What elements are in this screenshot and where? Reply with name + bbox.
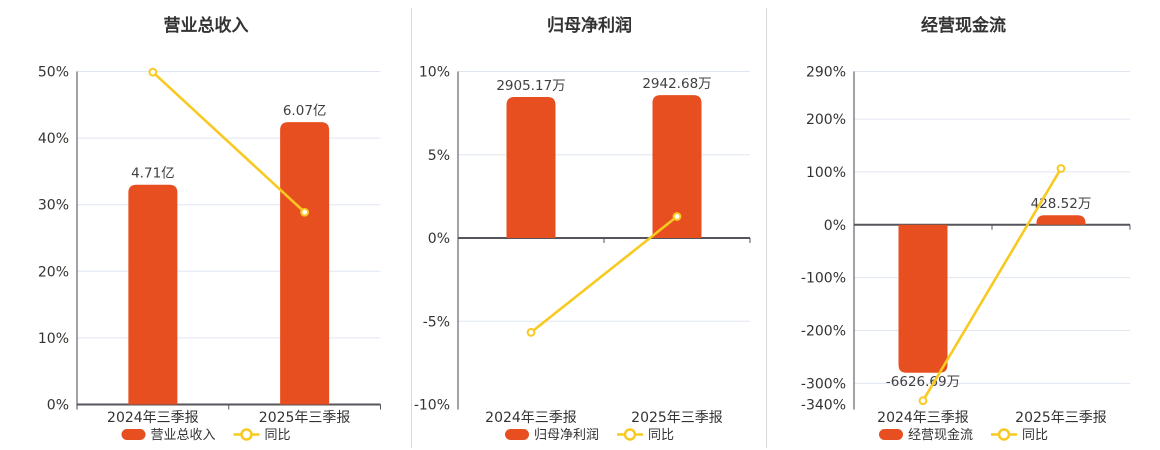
yoy-line[interactable] (529, 215, 679, 334)
bar[interactable] (1036, 215, 1086, 225)
y-tick-label: 0% (47, 398, 69, 414)
x-category-label: 2024年三季报 (107, 410, 199, 426)
legend-item-yoy-line[interactable]: 同比 (991, 428, 1048, 443)
y-tick-label: 0% (824, 218, 846, 234)
y-tick-label: 290% (806, 65, 846, 81)
x-category-label: 2024年三季报 (877, 410, 969, 426)
legend-bar-swatch (121, 429, 146, 440)
yoy-line[interactable] (921, 167, 1063, 402)
legend-bar-label: 经营现金流 (908, 427, 973, 443)
yoy-point[interactable] (918, 396, 928, 406)
bar-value-label: 2942.68万 (642, 76, 711, 92)
legend-bar-swatch (879, 429, 903, 440)
y-tick-label: 40% (38, 131, 69, 147)
bar-value-label: 4.71亿 (131, 166, 175, 182)
x-category-label: 2025年三季报 (631, 410, 723, 426)
legend-line-marker-icon (623, 428, 637, 441)
y-tick-label: 50% (38, 65, 69, 81)
y-tick-label: 10% (419, 65, 450, 81)
bar[interactable] (652, 95, 702, 238)
y-tick-label: 5% (428, 148, 450, 164)
y-tick-label: -200% (801, 324, 846, 340)
y-tick-label: 0% (428, 231, 450, 247)
yoy-point[interactable] (300, 207, 310, 217)
bar[interactable] (898, 224, 948, 373)
chart-panel-net-profit: 10%5%0%-5%-10%2905.17万 2942.68万归母净利润2024年… (414, 15, 751, 443)
chart-panel-operating-cash-flow: 290% 200% 100% 0% -100% -200% -300% -340% -6626.… (801, 15, 1131, 443)
legend-yoy-label: 同比 (265, 428, 291, 443)
bar[interactable] (280, 122, 330, 405)
y-tick-label: -340% (801, 398, 846, 414)
x-category-label: 2025年三季报 (1015, 410, 1107, 426)
y-tick-label: 10% (38, 331, 69, 347)
legend-line-marker-icon (240, 428, 253, 441)
legend-bar-label: 归母净利润 (534, 428, 599, 443)
yoy-point[interactable] (672, 212, 682, 221)
y-tick-label: -300% (801, 376, 846, 392)
bar[interactable] (506, 96, 556, 238)
yoy-point[interactable] (1056, 164, 1066, 173)
legend-item-yoy-line[interactable]: 同比 (233, 428, 291, 443)
legend-item-yoy-line[interactable]: 同比 (617, 428, 674, 443)
y-tick-label: 30% (38, 198, 69, 214)
y-tick-label: -100% (801, 271, 846, 287)
x-category-label: 2025年三季报 (259, 410, 351, 426)
y-tick-label: 20% (38, 264, 69, 280)
y-tick-label: -5% (423, 314, 450, 330)
chart-title: 经营现金流 (921, 15, 1006, 36)
legend-item-bar-series[interactable]: 经营现金流 (879, 427, 973, 443)
chart-title: 归母净利润 (547, 15, 632, 36)
chart-title: 营业总收入 (164, 15, 249, 36)
yoy-point[interactable] (148, 67, 158, 77)
legend-bar-label: 营业总收入 (151, 428, 216, 443)
legend-yoy-label: 同比 (648, 428, 674, 443)
chart-panel-revenue: 50%40%30%20%10%0%4.71亿6.07亿营业总收入2024年三季报… (38, 15, 381, 443)
legend-yoy-label: 同比 (1022, 428, 1048, 443)
bar[interactable] (128, 184, 178, 405)
yoy-line[interactable] (151, 70, 306, 214)
yoy-point[interactable] (526, 328, 536, 337)
y-tick-label: -10% (414, 398, 450, 414)
bar-value-label: 2905.17万 (496, 78, 565, 94)
bar-value-label: -6626.69万 (886, 374, 960, 390)
y-tick-label: 200% (806, 112, 846, 128)
x-category-label: 2024年三季报 (485, 410, 577, 426)
legend-item-bar-series[interactable]: 营业总收入 (121, 428, 216, 443)
legend-item-bar-series[interactable]: 归母净利润 (505, 428, 599, 443)
y-tick-label: 100% (806, 165, 846, 181)
bar-value-label: 428.52万 (1031, 196, 1092, 212)
legend-bar-swatch (505, 429, 529, 440)
legend-line-marker-icon (997, 428, 1011, 441)
bar-value-label: 6.07亿 (283, 103, 327, 119)
